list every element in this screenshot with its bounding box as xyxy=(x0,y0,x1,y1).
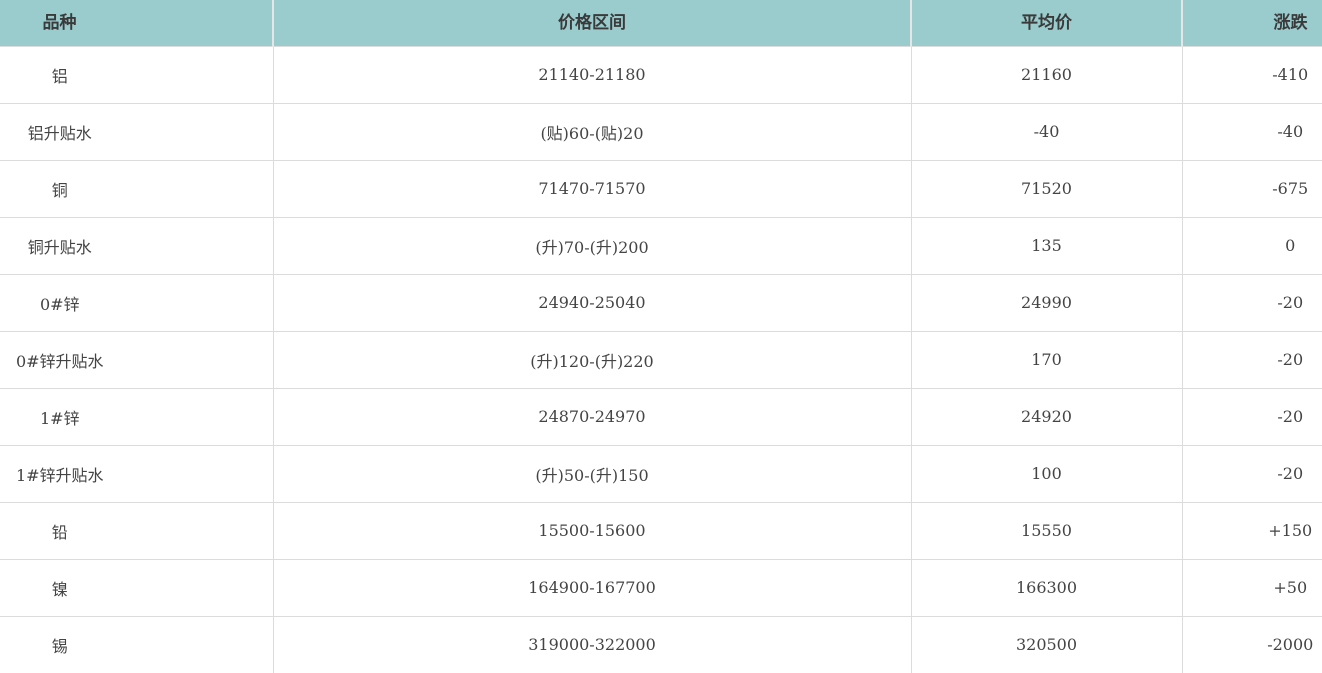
table-row: 铝升贴水 (贴)60-(贴)20 -40 -40 xyxy=(0,102,1322,160)
change-cell: 0 xyxy=(1182,216,1322,274)
variety-cell: 铜升贴水 xyxy=(0,216,274,274)
average-price-cell: 15550 xyxy=(911,501,1183,559)
change-cell: -410 xyxy=(1182,45,1322,103)
header-average-price: 平均价 xyxy=(911,0,1183,46)
price-range-cell: (贴)60-(贴)20 xyxy=(273,102,912,160)
header-variety: 品种 xyxy=(0,0,274,46)
change-cell: -2000 xyxy=(1182,615,1322,673)
table-row: 锡 319000-322000 320500 -2000 xyxy=(0,615,1322,673)
header-row: 品种 价格区间 平均价 涨跌 xyxy=(0,0,1322,46)
table-row: 0#锌升贴水 (升)120-(升)220 170 -20 xyxy=(0,330,1322,388)
variety-cell: 铅 xyxy=(0,501,274,559)
average-price-cell: 170 xyxy=(911,330,1183,388)
variety-cell: 铜 xyxy=(0,159,274,217)
average-price-cell: 71520 xyxy=(911,159,1183,217)
change-cell: -20 xyxy=(1182,273,1322,331)
change-cell: -40 xyxy=(1182,102,1322,160)
price-range-cell: 24870-24970 xyxy=(273,387,912,445)
header-price-range: 价格区间 xyxy=(273,0,912,46)
table-row: 1#锌升贴水 (升)50-(升)150 100 -20 xyxy=(0,444,1322,502)
variety-cell: 锡 xyxy=(0,615,274,673)
average-price-cell: 24920 xyxy=(911,387,1183,445)
change-cell: -20 xyxy=(1182,330,1322,388)
price-range-cell: (升)50-(升)150 xyxy=(273,444,912,502)
average-price-cell: 100 xyxy=(911,444,1183,502)
table-row: 铝 21140-21180 21160 -410 xyxy=(0,45,1322,103)
price-range-cell: 71470-71570 xyxy=(273,159,912,217)
average-price-cell: 21160 xyxy=(911,45,1183,103)
change-cell: -675 xyxy=(1182,159,1322,217)
variety-cell: 0#锌 xyxy=(0,273,274,331)
price-range-cell: (升)70-(升)200 xyxy=(273,216,912,274)
price-range-cell: 15500-15600 xyxy=(273,501,912,559)
table-row: 镍 164900-167700 166300 +50 xyxy=(0,558,1322,616)
variety-cell: 镍 xyxy=(0,558,274,616)
price-range-cell: 164900-167700 xyxy=(273,558,912,616)
change-cell: +150 xyxy=(1182,501,1322,559)
price-range-cell: 21140-21180 xyxy=(273,45,912,103)
table-row: 1#锌 24870-24970 24920 -20 xyxy=(0,387,1322,445)
table-row: 0#锌 24940-25040 24990 -20 xyxy=(0,273,1322,331)
average-price-cell: 135 xyxy=(911,216,1183,274)
change-cell: -20 xyxy=(1182,387,1322,445)
change-cell: +50 xyxy=(1182,558,1322,616)
average-price-cell: -40 xyxy=(911,102,1183,160)
average-price-cell: 320500 xyxy=(911,615,1183,673)
average-price-cell: 24990 xyxy=(911,273,1183,331)
variety-cell: 0#锌升贴水 xyxy=(0,330,274,388)
price-range-cell: 319000-322000 xyxy=(273,615,912,673)
header-change: 涨跌 xyxy=(1182,0,1322,46)
price-range-cell: (升)120-(升)220 xyxy=(273,330,912,388)
average-price-cell: 166300 xyxy=(911,558,1183,616)
change-cell: -20 xyxy=(1182,444,1322,502)
table-row: 铜 71470-71570 71520 -675 xyxy=(0,159,1322,217)
variety-cell: 铝 xyxy=(0,45,274,103)
table-row: 铅 15500-15600 15550 +150 xyxy=(0,501,1322,559)
price-range-cell: 24940-25040 xyxy=(273,273,912,331)
variety-cell: 1#锌升贴水 xyxy=(0,444,274,502)
variety-cell: 铝升贴水 xyxy=(0,102,274,160)
variety-cell: 1#锌 xyxy=(0,387,274,445)
table-row: 铜升贴水 (升)70-(升)200 135 0 xyxy=(0,216,1322,274)
